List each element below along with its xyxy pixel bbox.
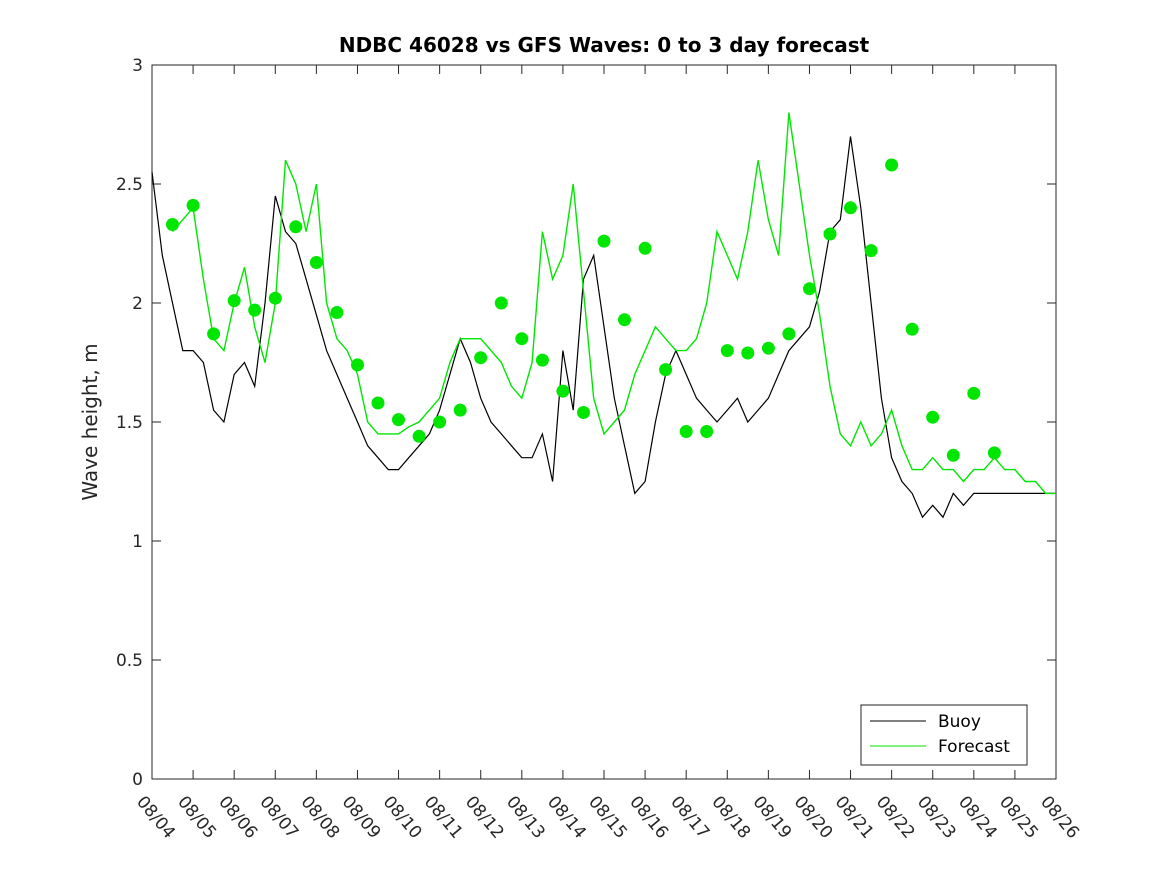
plot-area xyxy=(151,64,1057,780)
forecast-markers xyxy=(166,158,1001,462)
forecast-marker-point xyxy=(330,306,344,319)
forecast-marker-point xyxy=(967,386,981,400)
series-layer xyxy=(151,112,1056,519)
forecast-marker-point xyxy=(659,363,673,377)
forecast-marker-point xyxy=(679,425,693,438)
forecast-marker-point xyxy=(700,425,714,438)
forecast-marker-point xyxy=(309,256,323,269)
y-tick-label: 1 xyxy=(132,532,143,552)
y-tick-label: 1.5 xyxy=(116,413,143,433)
forecast-marker-point xyxy=(905,322,919,336)
forecast-marker-point xyxy=(371,396,385,410)
y-tick-label: 3 xyxy=(132,56,143,76)
forecast-line xyxy=(171,112,1056,495)
forecast-marker-point xyxy=(535,353,549,367)
forecast-marker-point xyxy=(597,234,611,248)
legend-forecast-label: Forecast xyxy=(938,737,1010,757)
forecast-marker-point xyxy=(823,227,837,241)
chart-title: NDBC 46028 vs GFS Waves: 0 to 3 day fore… xyxy=(339,33,870,57)
forecast-marker-point xyxy=(186,198,200,212)
forecast-marker-point xyxy=(741,346,755,360)
axis-ticks xyxy=(151,64,1057,780)
forecast-marker-point xyxy=(453,403,467,417)
forecast-marker-point xyxy=(885,158,899,172)
forecast-marker-point xyxy=(987,446,1001,460)
forecast-marker-point xyxy=(556,384,570,398)
forecast-marker-point xyxy=(227,294,241,308)
forecast-marker-point xyxy=(474,351,488,365)
buoy-line xyxy=(151,136,1056,519)
forecast-marker-point xyxy=(412,429,426,443)
forecast-marker-point xyxy=(761,341,775,355)
forecast-marker-point xyxy=(289,220,303,234)
forecast-marker-point xyxy=(494,296,508,310)
forecast-marker-point xyxy=(392,413,405,427)
forecast-marker-point xyxy=(782,327,796,341)
forecast-marker-point xyxy=(618,313,631,327)
forecast-marker-point xyxy=(803,282,816,296)
forecast-marker-point xyxy=(351,358,364,372)
forecast-marker-point xyxy=(638,241,652,255)
legend-box xyxy=(860,704,1028,766)
forecast-marker-point xyxy=(248,303,262,317)
forecast-marker-point xyxy=(577,406,590,419)
legend-buoy-label: Buoy xyxy=(938,712,981,732)
forecast-marker-point xyxy=(720,344,734,358)
forecast-marker-point xyxy=(844,201,857,215)
forecast-marker-point xyxy=(268,291,282,305)
y-axis-tick-labels: 0 0.5 1 1.5 2 2.5 3 xyxy=(116,56,143,790)
forecast-marker-point xyxy=(207,327,221,341)
forecast-marker-point xyxy=(946,448,960,462)
y-tick-label: 2.5 xyxy=(116,175,143,195)
forecast-marker-point xyxy=(515,332,529,346)
y-tick-label: 0.5 xyxy=(116,651,143,671)
y-tick-label: 2 xyxy=(132,294,143,314)
y-axis-label: Wave height, m xyxy=(78,343,102,500)
forecast-marker-point xyxy=(864,244,878,258)
legend: Buoy Forecast xyxy=(860,704,1028,766)
forecast-marker-point xyxy=(926,410,940,424)
y-tick-label: 0 xyxy=(132,770,143,790)
forecast-marker-point xyxy=(433,415,447,429)
forecast-marker-point xyxy=(166,218,179,231)
